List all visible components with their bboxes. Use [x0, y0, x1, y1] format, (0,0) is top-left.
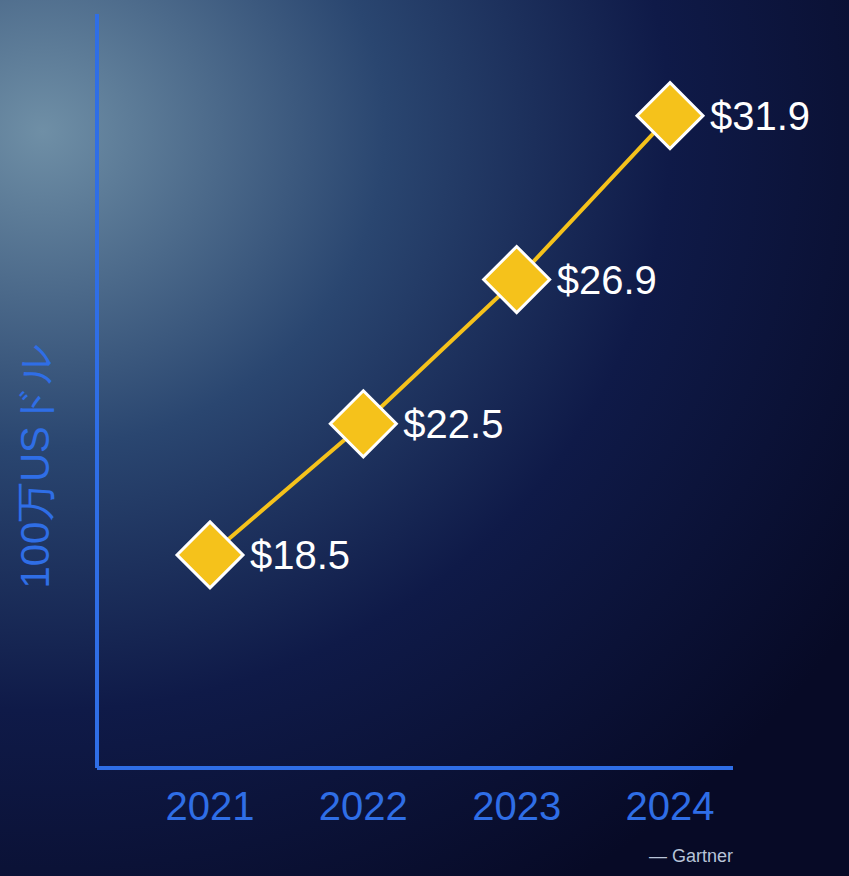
- svg-text:$26.9: $26.9: [557, 258, 657, 302]
- svg-text:$18.5: $18.5: [250, 533, 350, 577]
- svg-text:2024: 2024: [626, 784, 715, 828]
- html-text:— Gartner: — Gartner: [649, 846, 733, 866]
- svg-text:$31.9: $31.9: [710, 94, 810, 138]
- svg-text:2021: 2021: [166, 784, 255, 828]
- svg-text:100万USドル: 100万USドル: [13, 344, 57, 588]
- svg-text:2022: 2022: [319, 784, 408, 828]
- svg-text:2023: 2023: [472, 784, 561, 828]
- svg-text:$22.5: $22.5: [403, 402, 503, 446]
